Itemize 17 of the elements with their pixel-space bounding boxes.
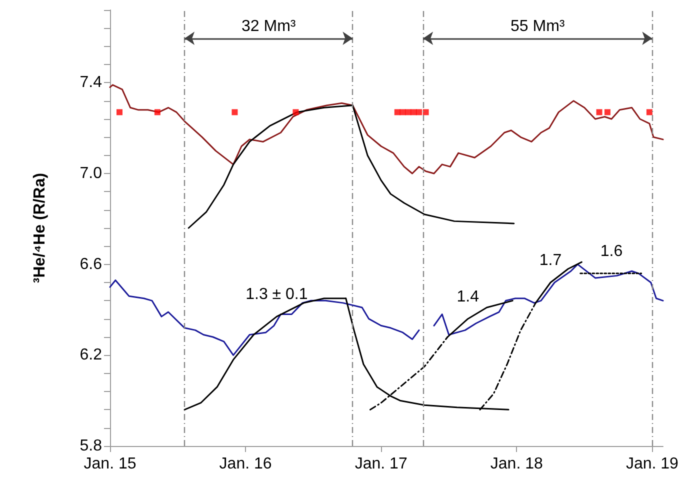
annotation: 1.3 ± 0.1: [246, 286, 308, 304]
annotation: 1.6: [600, 242, 623, 260]
x-tick-label: Jan. 19: [626, 456, 679, 472]
annotation: 1.7: [539, 252, 562, 269]
annotation: 1.4: [456, 288, 480, 306]
y-tick-label: 7.4: [80, 74, 102, 92]
y-axis-title: ³He/⁴He (R/Ra): [32, 172, 48, 284]
y-tick-label: 7.0: [80, 165, 102, 182]
x-tick-label: Jan. 17: [354, 456, 408, 472]
y-tick-label: 5.8: [80, 438, 102, 454]
annotation: 32 Mm³: [241, 18, 296, 35]
annotation: 55 Mm³: [510, 18, 566, 35]
y-tick-label: 6.6: [80, 256, 102, 273]
y-tick-label: 6.2: [80, 346, 102, 364]
x-tick-label: Jan. 16: [219, 456, 272, 472]
x-tick-label: Jan. 18: [490, 456, 543, 472]
x-tick-label: Jan. 15: [84, 456, 136, 472]
